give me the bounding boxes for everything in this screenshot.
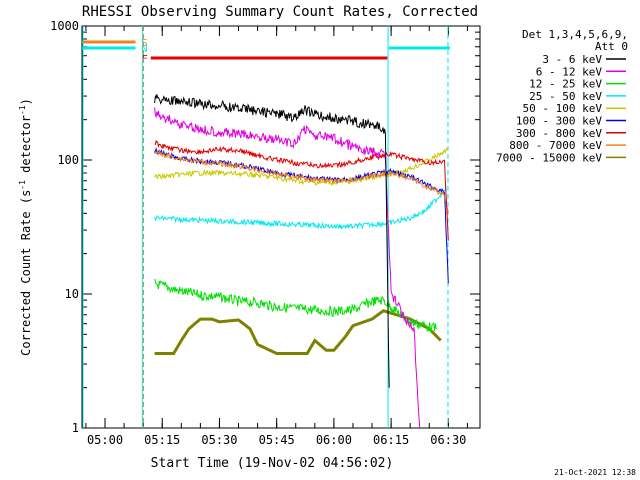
- x-tick-label: 06:15: [373, 433, 409, 447]
- series-line-2: [154, 107, 421, 429]
- y-axis-label: Corrected Count Rate (s-1 detector-1): [18, 98, 33, 356]
- x-tick-label: 05:15: [144, 433, 180, 447]
- y-tick-label: 10: [65, 287, 79, 301]
- series-line-8: [154, 149, 449, 214]
- series-line-9: [154, 308, 442, 355]
- legend-entry-label: 100 - 300 keV: [516, 115, 602, 128]
- legend-header: Att 0: [595, 40, 628, 53]
- legend-entry-label: 50 - 100 keV: [523, 102, 603, 115]
- y-axis-label-part: detector: [19, 115, 33, 180]
- x-tick-label: 05:00: [87, 433, 123, 447]
- flag-label-f: F: [142, 54, 148, 65]
- chart-title: RHESSI Observing Summary Count Rates, Co…: [82, 4, 478, 20]
- x-axis-label: Start Time (19-Nov-02 04:56:02): [151, 456, 394, 471]
- series-line-4: [154, 185, 447, 230]
- y-tick-label: 1: [72, 421, 79, 435]
- y-tick-label: 1000: [50, 19, 79, 33]
- legend-entry-label: 300 - 800 keV: [516, 127, 602, 140]
- series-line-6: [154, 147, 449, 284]
- series-line-5: [154, 146, 449, 187]
- plot-frame: [81, 25, 481, 429]
- legend-entry-label: 6 - 12 keV: [536, 65, 603, 78]
- y-tick-label: 100: [57, 153, 79, 167]
- footer-timestamp: 21-Oct-2021 12:38: [554, 468, 636, 477]
- y-axis-label-part: ): [19, 98, 33, 105]
- legend-header: Det 1,3,4,5,6,9,: [522, 28, 628, 41]
- y-axis-label-part: -1: [18, 180, 27, 190]
- y-axis-label-text: Corrected Count Rate (s-1 detector-1): [18, 98, 33, 356]
- x-tick-label: 05:30: [201, 433, 237, 447]
- x-tick-label: 06:30: [430, 433, 466, 447]
- flag-label-n: N: [142, 44, 148, 55]
- y-axis-label-part: Corrected Count Rate (s: [19, 190, 33, 356]
- y-axis-label-part: -1: [18, 105, 27, 115]
- legend-entry-label: 12 - 25 keV: [529, 78, 602, 91]
- plot-area: 1 10 100 1000 05:00 05:15 05:30 05:45 06:00 06:15…: [50, 19, 481, 447]
- series-line-1: [154, 94, 390, 388]
- flag-label-s: S: [142, 38, 148, 49]
- legend-entry-label: 25 - 50 keV: [529, 90, 602, 103]
- legend-entry-label: 7000 - 15000 keV: [496, 151, 602, 164]
- series-line-7: [154, 139, 449, 241]
- series-line-3: [154, 278, 438, 334]
- legend-entry-label: 3 - 6 keV: [542, 53, 602, 66]
- legend-entry-label: 800 - 7000 keV: [509, 139, 602, 152]
- x-tick-label: 05:45: [259, 433, 295, 447]
- x-tick-label: 06:00: [316, 433, 352, 447]
